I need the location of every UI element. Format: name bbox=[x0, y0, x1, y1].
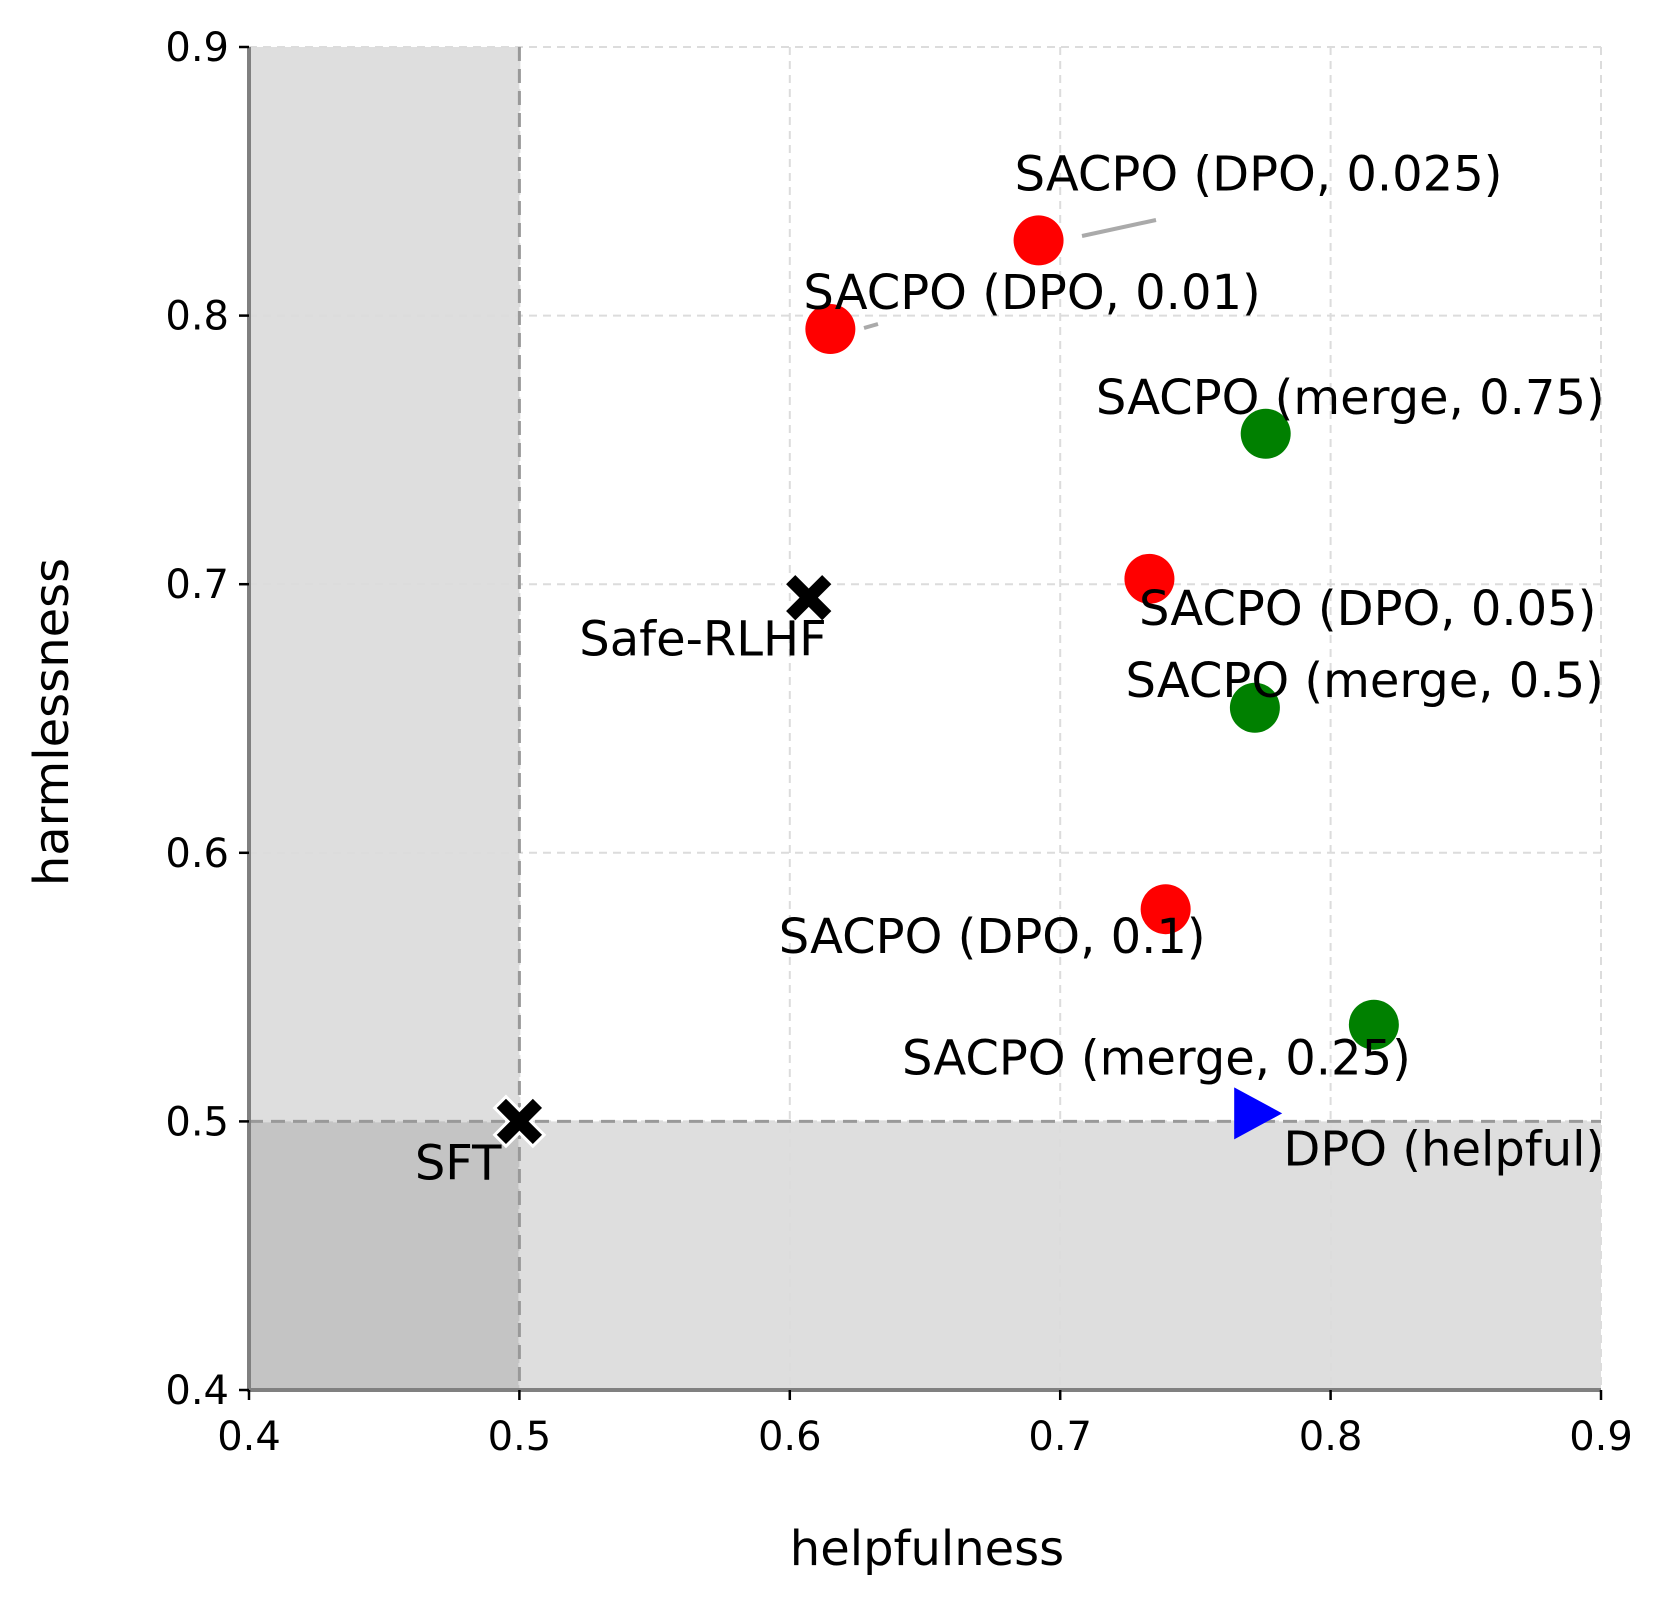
data-points bbox=[492, 215, 1399, 1149]
label-sacpo-dpo-0-1: SACPO (DPO, 0.1) bbox=[779, 909, 1206, 965]
label-sacpo-merge-0-5: SACPO (merge, 0.5) bbox=[1126, 653, 1604, 709]
y-tick-label: 0.7 bbox=[165, 562, 229, 608]
point-sacpo-dpo-0-05 bbox=[1124, 553, 1175, 604]
reference-lines bbox=[249, 47, 1601, 1390]
x-axis-title: helpfulness bbox=[790, 1521, 1064, 1577]
point-sacpo-merge-0-75 bbox=[1240, 408, 1291, 459]
y-tick-label: 0.5 bbox=[165, 1099, 229, 1145]
label-safe-rlhf: Safe-RLHF bbox=[579, 612, 826, 668]
leader-line bbox=[1081, 218, 1157, 238]
label-sft: SFT bbox=[415, 1135, 502, 1191]
point-sft bbox=[492, 1094, 547, 1149]
x-tick-label: 0.6 bbox=[758, 1414, 822, 1460]
point-sacpo-dpo-0-1 bbox=[1140, 884, 1191, 935]
label-sacpo-dpo-0-025: SACPO (DPO, 0.025) bbox=[1015, 146, 1503, 202]
y-tick-label: 0.9 bbox=[165, 25, 229, 71]
y-tick-label: 0.4 bbox=[165, 1368, 229, 1414]
x-tick-label: 0.7 bbox=[1028, 1414, 1092, 1460]
x-tick-label: 0.5 bbox=[488, 1414, 552, 1460]
x-tick-label: 0.4 bbox=[217, 1414, 281, 1460]
point-sft-shape bbox=[492, 1094, 547, 1149]
point-safe-rlhf-shape bbox=[781, 570, 836, 625]
point-sacpo-dpo-0-01 bbox=[805, 304, 856, 355]
point-sacpo-merge-0-25 bbox=[1348, 999, 1399, 1050]
point-sacpo-dpo-0-025 bbox=[1013, 215, 1064, 266]
point-sacpo-merge-0-5 bbox=[1229, 682, 1280, 733]
axes: 0.4 0.5 0.6 0.7 0.8 0.9 0.4 0.5 0.6 0.7 0.8 0.9 bbox=[165, 25, 1632, 1460]
x-tick-label: 0.8 bbox=[1299, 1414, 1363, 1460]
shaded-region-overlap bbox=[249, 1121, 520, 1390]
label-dpo-helpful: DPO (helpful) bbox=[1283, 1121, 1604, 1177]
shaded-regions bbox=[249, 47, 1601, 1390]
label-sacpo-merge-0-75: SACPO (merge, 0.75) bbox=[1096, 370, 1605, 426]
point-safe-rlhf bbox=[781, 570, 836, 625]
point-labels: SFT Safe-RLHF DPO (helpful) SACPO (DPO, 0.0… bbox=[415, 146, 1605, 1191]
point-dpo-helpful bbox=[1234, 1087, 1283, 1140]
label-sacpo-dpo-0-01: SACPO (DPO, 0.01) bbox=[803, 265, 1260, 321]
y-axis-title: harmlessness bbox=[24, 558, 80, 886]
y-tick-label: 0.8 bbox=[165, 294, 229, 340]
leader-line bbox=[863, 322, 879, 330]
x-tick-label: 0.9 bbox=[1569, 1414, 1633, 1460]
label-sacpo-dpo-0-05: SACPO (DPO, 0.05) bbox=[1139, 581, 1596, 637]
y-tick-label: 0.6 bbox=[165, 831, 229, 877]
label-sacpo-merge-0-25: SACPO (merge, 0.25) bbox=[902, 1031, 1411, 1087]
